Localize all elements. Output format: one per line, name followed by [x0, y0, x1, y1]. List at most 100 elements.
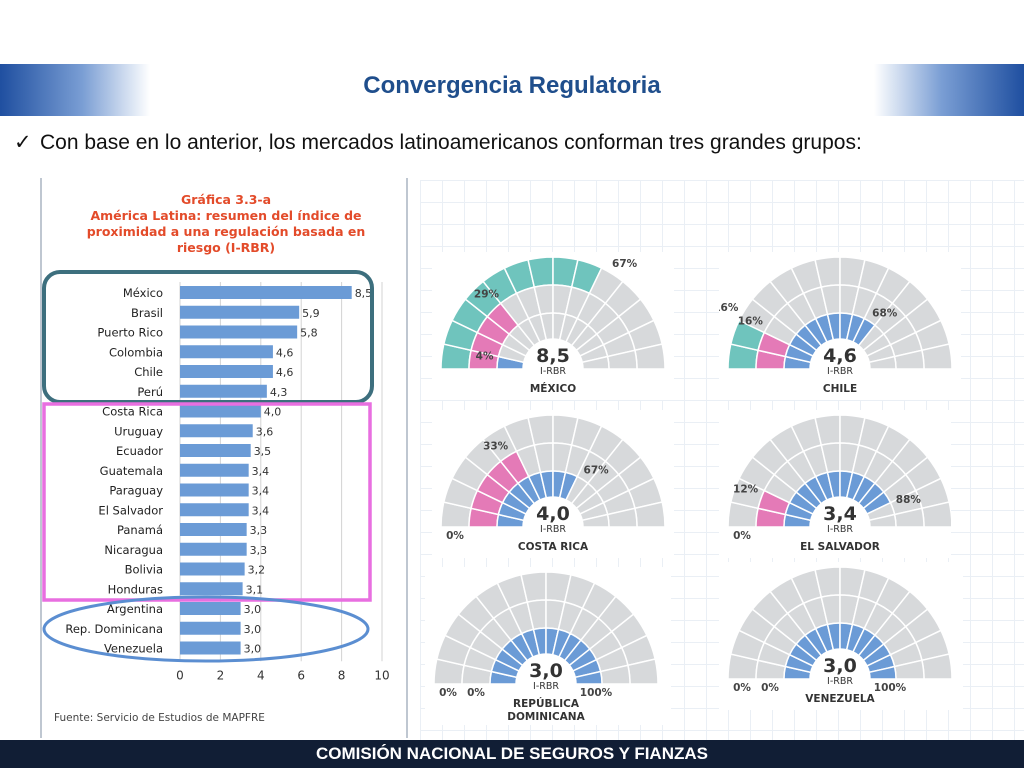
- slide-title: Convergencia Regulatoria: [363, 72, 661, 99]
- value-label: 4,6: [276, 366, 294, 379]
- value-label: 5,8: [300, 327, 318, 340]
- bar-venezuela: [180, 641, 241, 655]
- value-label: 8,5: [355, 287, 373, 300]
- gauge-segment-blue: [574, 670, 603, 685]
- gauge-value: 3,0: [529, 660, 563, 682]
- x-tick-label: 0: [176, 668, 184, 682]
- chart-subtitle: América Latina: resumen del índice de pr…: [86, 208, 366, 255]
- x-tick-label: 6: [297, 668, 305, 682]
- bar-bolivia: [180, 562, 245, 576]
- value-label: 3,4: [252, 504, 270, 517]
- gauge-caption: I-RBR: [533, 681, 559, 692]
- segment-share-label: 67%: [612, 258, 638, 270]
- group-highlight-high: [42, 270, 374, 404]
- category-label: México: [123, 286, 163, 300]
- bar-panama: [180, 523, 247, 536]
- gauge-segment-blue: [868, 665, 897, 680]
- value-label: 4,0: [264, 406, 282, 419]
- category-label: Ecuador: [116, 444, 163, 458]
- gauge-country-name: EL SALVADOR: [800, 541, 880, 553]
- category-label: Nicaragua: [104, 543, 163, 557]
- value-label: 3,3: [250, 544, 268, 557]
- gauge-costa-rica: 0% 33% 67% 4,0 I-RBR COSTA RICA: [432, 410, 674, 558]
- segment-share-label: 100%: [580, 687, 613, 699]
- gauge-value: 4,6: [823, 345, 857, 367]
- value-label: 3,4: [252, 465, 270, 478]
- gauge-country-name: MÉXICO: [530, 382, 576, 395]
- gauge-el-salvador: 0% 12% 88% 3,4 I-RBR EL SALVADOR: [719, 410, 951, 558]
- bullet-text: Con base en lo anterior, los mercados la…: [40, 131, 862, 154]
- bullet-line: ✓ Con base en lo anterior, los mercados l…: [14, 130, 862, 155]
- bar-ecuador: [180, 444, 251, 457]
- category-label: Chile: [134, 365, 163, 379]
- bar-mexico: [180, 286, 352, 299]
- value-label: 3,0: [244, 643, 262, 656]
- group-highlight-medium: [42, 402, 372, 602]
- gauge-segment-blue: [868, 513, 897, 528]
- gauge-segment-blue: [868, 355, 897, 370]
- bar-paraguay: [180, 483, 249, 497]
- bar-rep-dominicana: [180, 621, 241, 635]
- value-label: 3,0: [244, 623, 262, 636]
- header-band-right: [874, 64, 1024, 116]
- x-tick-label: 4: [257, 668, 265, 682]
- value-label: 4,6: [276, 346, 294, 359]
- bar-brasil: [180, 305, 300, 319]
- bar-puerto-rico: [180, 325, 298, 339]
- gauge-value: 4,0: [536, 503, 570, 525]
- gauge-caption: I-RBR: [540, 366, 566, 377]
- value-label: 3,4: [252, 485, 270, 498]
- category-label: Puerto Rico: [97, 326, 163, 340]
- segment-share-label: 16%: [738, 316, 764, 328]
- gauge-caption: I-RBR: [827, 524, 853, 535]
- category-label: Paraguay: [109, 484, 163, 498]
- segment-share-label: 33%: [483, 440, 509, 452]
- segment-share-label: 100%: [874, 682, 907, 694]
- category-label: Costa Rica: [102, 405, 163, 419]
- value-label: 3,0: [244, 603, 262, 616]
- bar-colombia: [180, 345, 273, 359]
- gauge-country-name: REPÚBLICA: [513, 697, 580, 710]
- group-highlight-low: [42, 595, 370, 663]
- bar-honduras: [180, 582, 243, 596]
- checkmark-icon: ✓: [14, 131, 32, 154]
- x-tick-label: 8: [338, 668, 346, 682]
- segment-share-label: 0%: [733, 682, 751, 694]
- bar-chart: 0 2 4 6 8 10 México 8,5 Brasil 5,9 Puerto Rico 5,8 C…: [42, 270, 390, 682]
- chart-source: Fuente: Servicio de Estudios de MAPFRE: [54, 712, 265, 724]
- category-label: Brasil: [131, 306, 163, 320]
- bar-uruguay: [180, 424, 253, 438]
- gauge-value: 3,4: [823, 503, 857, 525]
- segment-share-label: 88%: [896, 494, 922, 506]
- bar-peru: [180, 384, 267, 398]
- gauge-segment-blue: [581, 513, 610, 528]
- value-label: 3,1: [246, 583, 264, 596]
- gauge-venezuela: 0% 0% 100% 3,0 I-RBR VENEZUELA: [719, 562, 963, 710]
- gauge-caption: I-RBR: [827, 366, 853, 377]
- value-label: 3,3: [250, 524, 268, 537]
- value-label: 4,3: [270, 386, 288, 399]
- segment-share-label: 67%: [584, 464, 610, 476]
- segment-share-label: 68%: [872, 307, 898, 319]
- category-label: Perú: [137, 385, 163, 399]
- footer-bar: COMISIÓN NACIONAL DE SEGUROS Y FIANZAS: [0, 740, 1024, 768]
- category-label: Bolivia: [125, 563, 163, 577]
- gauge-segment-blue: [581, 355, 610, 370]
- value-label: 3,6: [256, 425, 274, 438]
- bar-costa-rica: [180, 404, 261, 418]
- category-label: Guatemala: [100, 464, 163, 478]
- category-label: El Salvador: [98, 503, 163, 517]
- category-label: Colombia: [109, 345, 163, 359]
- category-label: Venezuela: [104, 642, 163, 656]
- gauge-country-name: CHILE: [823, 383, 857, 395]
- segment-share-label: 29%: [474, 288, 500, 300]
- gauge-country-name: DOMINICANA: [507, 711, 585, 723]
- gauge-republica-dominicana: 0% 0% 100% 3,0 I-RBR REPÚBLICA DOMINICANA: [425, 567, 671, 725]
- bar-el-salvador: [180, 503, 249, 517]
- category-label: Rep. Dominicana: [65, 622, 163, 636]
- value-label: 5,9: [302, 307, 320, 320]
- category-label: Honduras: [108, 582, 163, 596]
- bar-guatemala: [180, 463, 249, 477]
- segment-share-label: 16%: [719, 302, 739, 314]
- gauge-country-name: COSTA RICA: [518, 541, 589, 553]
